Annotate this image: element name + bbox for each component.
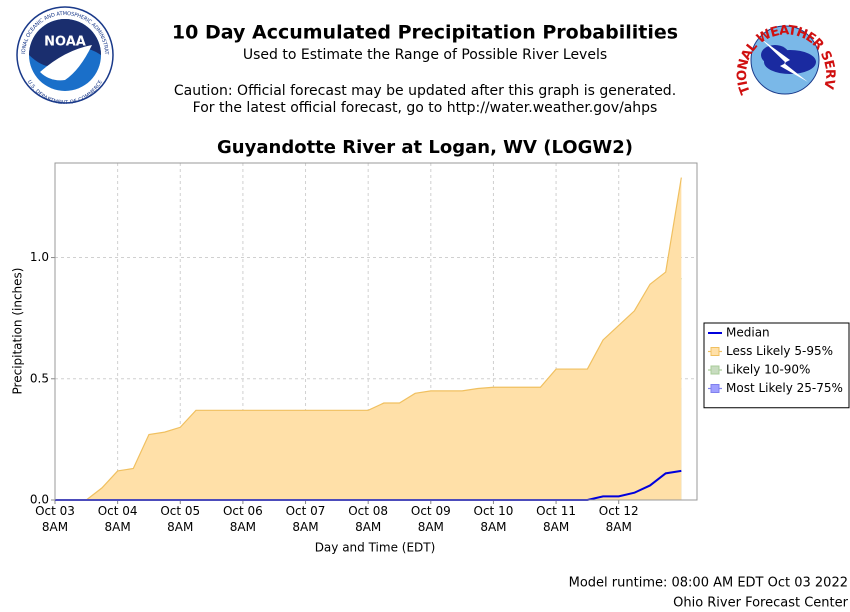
legend-swatch <box>710 384 720 393</box>
area-edge <box>55 177 682 501</box>
legend-box <box>703 322 850 409</box>
footer-text: Ohio River Forecast Center <box>673 596 849 611</box>
x-tick-label: Oct 03 8AM <box>35 504 75 534</box>
x-tick-label: Oct 10 8AM <box>474 504 514 534</box>
x-tick-label: Oct 11 8AM <box>536 504 576 534</box>
legend-label: Median <box>726 326 770 340</box>
x-axis-label: Day and Time (EDT) <box>315 541 436 555</box>
footer-text: Model runtime: 08:00 AM EDT Oct 03 2022 <box>569 576 848 591</box>
legend-swatch <box>710 365 720 375</box>
x-tick-label: Oct 06 8AM <box>223 504 263 534</box>
plot-frame <box>54 162 698 501</box>
legend-swatch <box>710 347 720 356</box>
legend-label: Less Likely 5-95% <box>726 344 833 358</box>
y-tick-label: 1.0 <box>30 250 49 264</box>
page-subtitle: Used to Estimate the Range of Possible R… <box>243 47 607 63</box>
x-tick-label: Oct 05 8AM <box>160 504 200 534</box>
noaa-name: NOAA <box>44 35 86 50</box>
legend-label: Most Likely 25-75% <box>726 381 843 395</box>
noaa-logo: NOAA NATIONAL OCEANIC AND ATMOSPHERIC AD… <box>0 0 114 106</box>
legend-label: Likely 10-90% <box>726 363 810 377</box>
chart-title: Guyandotte River at Logan, WV (LOGW2) <box>217 137 633 158</box>
x-tick-label: Oct 09 8AM <box>411 504 451 534</box>
y-tick-label: 0.5 <box>30 371 49 385</box>
x-tick-label: Oct 08 8AM <box>348 504 388 534</box>
page-title: 10 Day Accumulated Precipitation Probabi… <box>172 22 678 44</box>
plot: 0.0 0.5 1.0 Oct 03 8AM Oct 04 8AM Oct 05 8AM Oct … <box>30 162 850 534</box>
area-band <box>55 177 682 501</box>
y-axis-label: Precipitation (inches) <box>11 268 25 395</box>
caution-text: Caution: Official forecast may be update… <box>174 83 676 99</box>
y-tick-label: 0.0 <box>30 493 49 507</box>
caution-text: For the latest official forecast, go to … <box>193 100 658 116</box>
x-tick-label: Oct 04 8AM <box>98 504 138 534</box>
x-tick-label: Oct 12 8AM <box>599 504 639 534</box>
x-tick-label: Oct 07 8AM <box>286 504 326 534</box>
